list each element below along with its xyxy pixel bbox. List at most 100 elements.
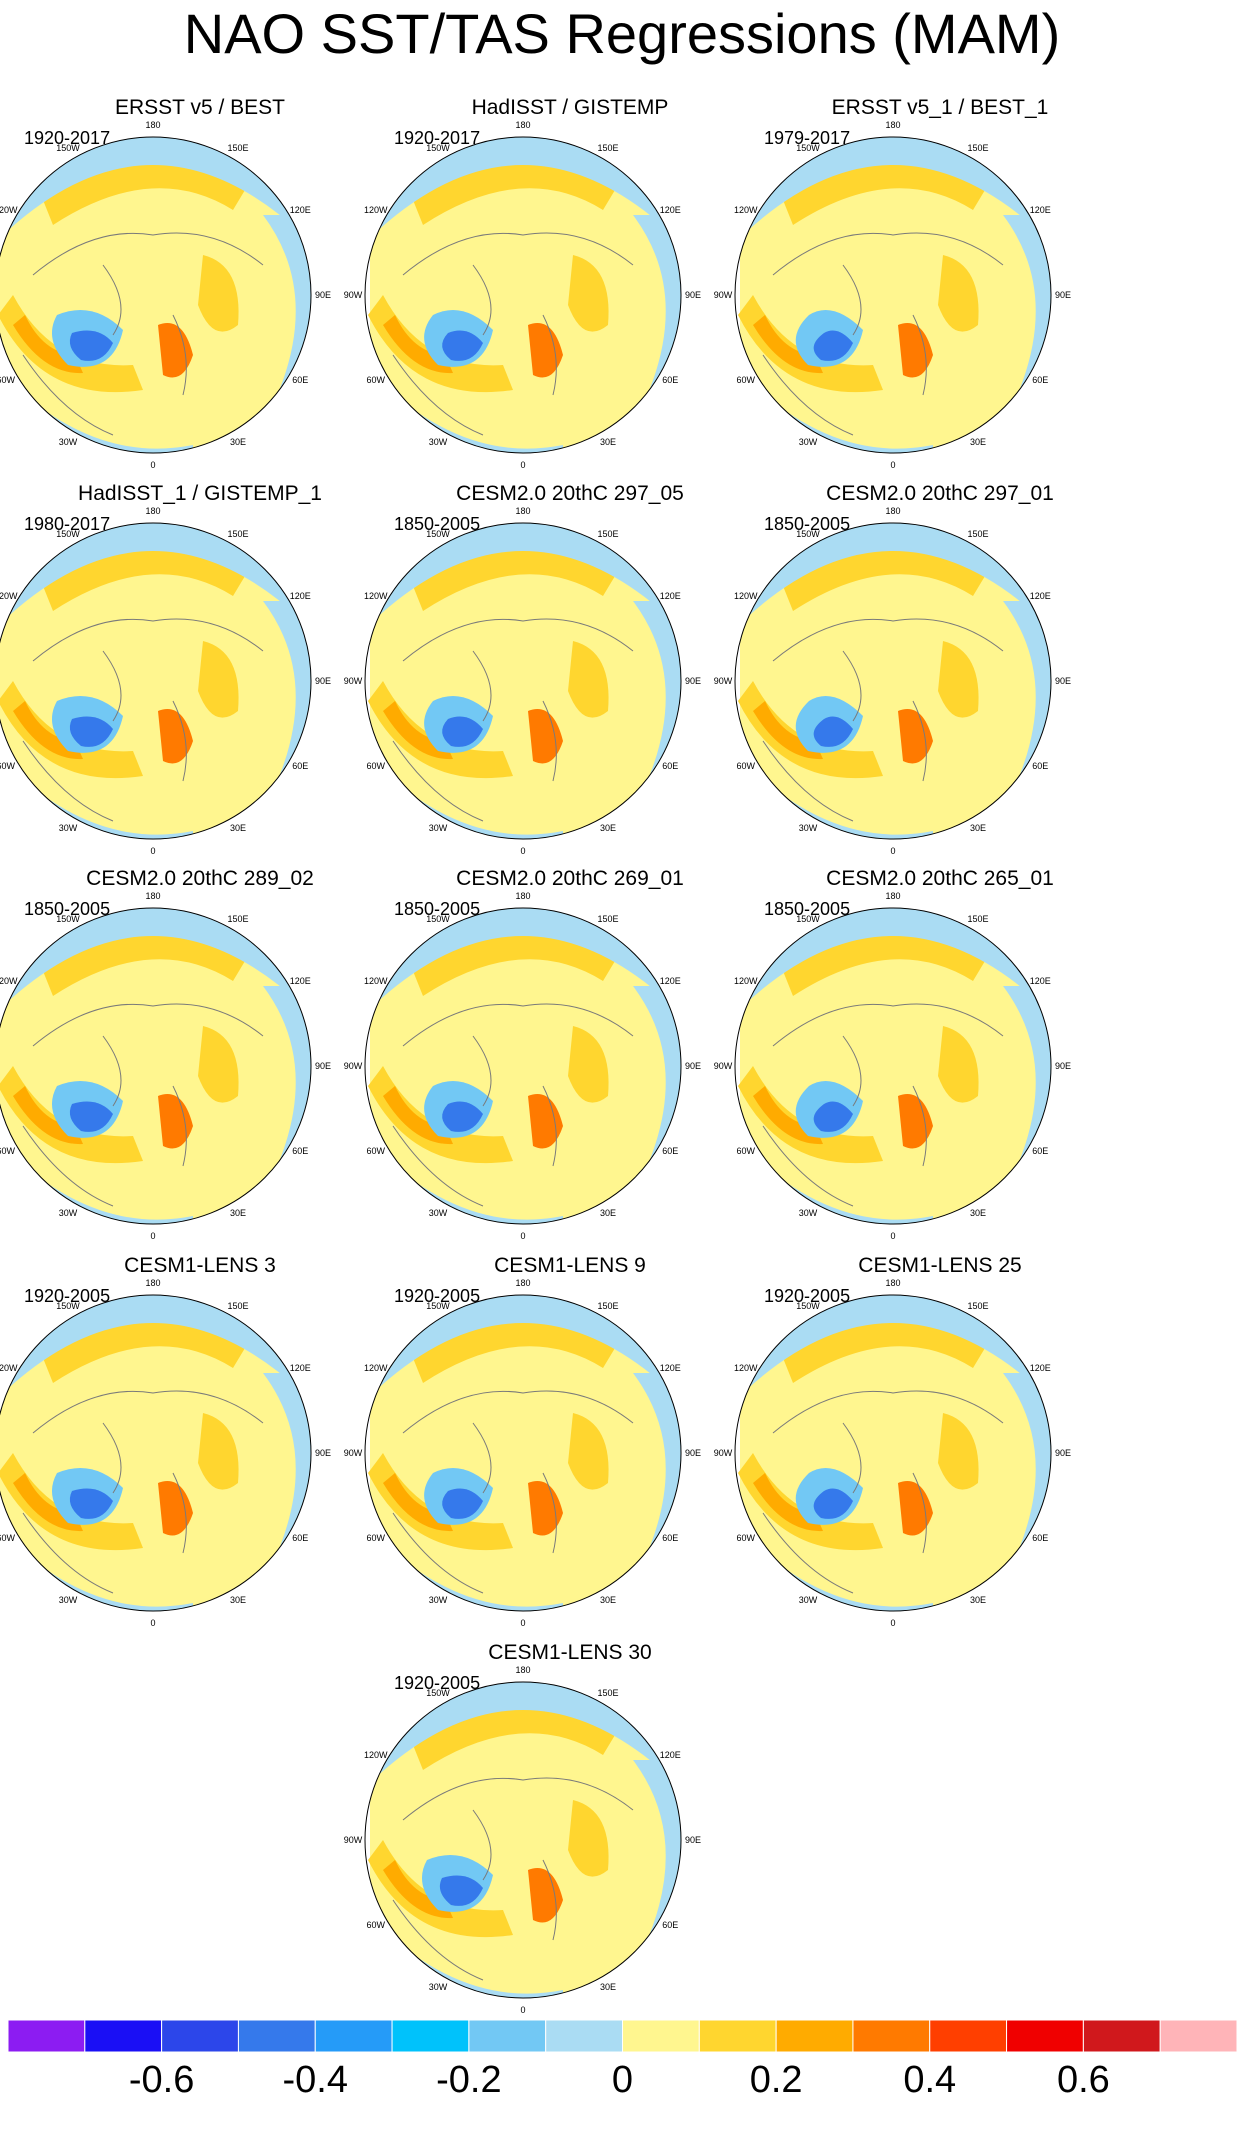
contour-region (783, 931, 988, 996)
longitude-label: 180 (885, 891, 900, 901)
map-panel: ERSST v5_1 / BEST_1 1979-2017 180 150E 120E 9… (714, 96, 1140, 476)
longitude-label: 30W (429, 437, 448, 447)
panel-title: CESM1-LENS 25 (858, 1254, 1022, 1277)
longitude-label: 150E (227, 914, 248, 924)
longitude-label: 90E (685, 1835, 701, 1845)
contour-region (43, 1318, 248, 1383)
map-border (734, 907, 1052, 1225)
longitude-label: 90E (685, 1448, 701, 1458)
longitude-label: 30W (59, 437, 78, 447)
longitude-label: 60W (737, 1146, 756, 1156)
map-panel: CESM1-LENS 25 1920-2005 180 150E 120E 90E 60E 3… (714, 1254, 1140, 1634)
longitude-label: 60W (0, 761, 16, 771)
contour-region (783, 546, 988, 611)
contour-region (442, 330, 483, 361)
contour-region (368, 1840, 513, 1938)
colorbar-swatch (1006, 2020, 1084, 2053)
contour-region (439, 1875, 483, 1906)
map-panel: HadISST / GISTEMP 1920-2017 180 150E 120E 90E… (344, 96, 770, 476)
longitude-label: 180 (515, 1665, 530, 1675)
map-border (364, 136, 682, 454)
longitude-label: 30W (429, 823, 448, 833)
map-border (734, 1294, 1052, 1612)
longitude-label: 150W (56, 914, 80, 924)
colorbar-tick: -0.2 (436, 2059, 502, 2101)
longitude-label: 120E (1030, 1363, 1051, 1373)
longitude-label: 0 (150, 1231, 155, 1241)
longitude-label: 60E (292, 1146, 308, 1156)
contour-region (528, 1868, 563, 1923)
longitude-label: 120E (290, 591, 311, 601)
longitude-label: 90E (315, 1448, 331, 1458)
longitude-label: 180 (145, 506, 160, 516)
longitude-label: 150W (796, 1301, 820, 1311)
longitude-label: 30W (429, 1982, 448, 1992)
coastline (392, 232, 634, 436)
longitude-label: 30W (59, 1208, 78, 1218)
map-border (0, 907, 312, 1225)
contour-region (0, 1066, 143, 1164)
longitude-label: 150E (597, 1688, 618, 1698)
contour-region (368, 1066, 513, 1164)
longitude-label: 120E (290, 1363, 311, 1373)
map-border (734, 522, 1052, 840)
longitude-label: 90W (344, 290, 363, 300)
longitude-label: 60W (0, 1146, 16, 1156)
longitude-label: 150E (967, 143, 988, 153)
page-title: NAO SST/TAS Regressions (MAM) (183, 2, 1061, 65)
map-panel: CESM2.0 20thC 297_05 1850-2005 180 150E 120E… (344, 482, 770, 862)
longitude-label: 90W (714, 676, 733, 686)
coastline (392, 1777, 634, 1981)
map-panel: CESM2.0 20thC 269_01 1850-2005 180 150E 120E… (344, 867, 770, 1247)
longitude-label: 120W (734, 591, 758, 601)
panel-title: CESM2.0 20thC 297_05 (456, 482, 684, 505)
longitude-label: 60W (367, 375, 386, 385)
panel-period: 1980-2017 (24, 514, 111, 534)
longitude-label: 90E (685, 676, 701, 686)
longitude-label: 120E (660, 1363, 681, 1373)
longitude-label: 30E (230, 437, 246, 447)
contour-region (198, 1413, 239, 1490)
longitude-label: 120E (1030, 976, 1051, 986)
contour-region (0, 681, 143, 779)
longitude-label: 150E (597, 1301, 618, 1311)
contour-region (938, 641, 979, 718)
longitude-label: 150E (967, 1301, 988, 1311)
longitude-label: 60E (292, 375, 308, 385)
longitude-label: 150E (967, 914, 988, 924)
contour-region (738, 1066, 883, 1164)
contour-region (938, 1413, 979, 1490)
longitude-label: 90W (714, 1448, 733, 1458)
colorbar-tick: 0.6 (1056, 2059, 1110, 2101)
longitude-label: 120W (734, 1363, 758, 1373)
colorbar-swatch (468, 2020, 547, 2053)
panel-period: 1979-2017 (764, 128, 851, 148)
contour-region (413, 931, 618, 996)
longitude-label: 150W (426, 529, 450, 539)
colorbar (7, 2020, 1238, 2053)
colorbar-tick: -0.4 (282, 2059, 348, 2101)
contour-region (898, 323, 933, 378)
longitude-label: 60E (1032, 375, 1048, 385)
contour-region (442, 716, 483, 747)
contour-region (568, 641, 609, 718)
contour-region (568, 1413, 609, 1490)
colorbar-swatch (622, 2020, 700, 2053)
contour-region (938, 1026, 979, 1103)
panel-period: 1920-2017 (394, 128, 481, 148)
colorbar-tick: -0.6 (128, 2059, 195, 2101)
panel-title: ERSST v5_1 / BEST_1 (831, 96, 1049, 119)
colorbar-swatch (84, 2020, 163, 2053)
contour-region (528, 323, 563, 378)
panel-title: CESM1-LENS 3 (124, 1254, 276, 1277)
contour-region (0, 1453, 143, 1551)
panel-title: HadISST_1 / GISTEMP_1 (78, 482, 322, 505)
contour-region (528, 1481, 563, 1536)
longitude-label: 90E (1055, 290, 1071, 300)
longitude-label: 120E (290, 976, 311, 986)
longitude-label: 60W (367, 1920, 386, 1930)
